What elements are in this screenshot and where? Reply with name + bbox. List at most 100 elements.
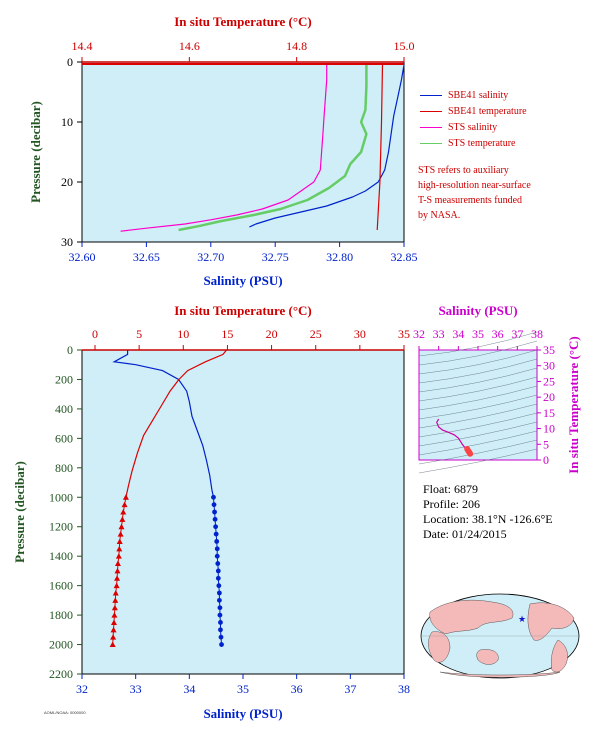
main-sal-tick-label: 35 (237, 682, 249, 696)
salinity-marker (212, 509, 217, 515)
ts-sal-tick-label: 37 (511, 327, 523, 341)
legend-sbe41-temperature: SBE41 temperature (420, 106, 527, 117)
ts-sal-tick-label: 35 (472, 327, 484, 341)
top-panel: 14.4 14.6 14.8 15.0 32.60 32.65 32.70 32.75 32.8… (28, 14, 418, 288)
density-contour (418, 421, 538, 447)
temperature-marker (111, 612, 118, 618)
map-land-africa (428, 631, 451, 663)
profile-number: Profile: 206 (423, 497, 480, 511)
map-land-antarctica (439, 671, 561, 678)
salinity-marker (218, 634, 224, 640)
main-pressure-tick-label: 400 (55, 402, 73, 416)
main-axes-group: 0 5 10 15 20 25 30 35 32 33 34 35 36 37 38 0 200 400 600 80… (49, 327, 410, 696)
salinity-marker (214, 539, 220, 544)
salinity-marker (217, 612, 223, 618)
density-contour (418, 448, 538, 474)
top-sal-tick-label: 32.80 (326, 250, 353, 264)
salinity-marker (215, 561, 221, 566)
top-sal-axis-title: Salinity (PSU) (203, 273, 282, 288)
temperature-marker (109, 641, 116, 648)
temperature-marker (114, 567, 121, 574)
temperature-marker (122, 494, 129, 500)
ts-profile-line (436, 418, 467, 450)
density-contour (418, 430, 538, 456)
top-sal-tick-label: 32.75 (262, 250, 289, 264)
ts-temp-axis-title: In situ Temperature (°C) (566, 336, 581, 474)
main-sal-tick-label: 33 (130, 682, 142, 696)
top-sal-tick-label: 32.85 (391, 250, 418, 264)
legend-swatch (420, 127, 442, 129)
temperature-marker (118, 523, 125, 530)
top-sal-tick-label: 32.70 (197, 250, 224, 264)
ts-sal-tick-label: 36 (492, 327, 504, 341)
ts-temp-tick-label: 5 (543, 437, 549, 451)
temperature-marker (113, 582, 120, 589)
salinity-marker (213, 524, 219, 530)
salinity-marker (216, 583, 222, 589)
main-temp-tick-label: 35 (398, 327, 410, 341)
salinity-marker (218, 627, 223, 633)
map-land-north-america (527, 602, 575, 641)
legend-swatch (420, 95, 442, 97)
density-contour (418, 439, 538, 465)
main-pressure-tick-label: 200 (55, 372, 73, 386)
ts-sal-tick-label: 38 (531, 327, 543, 341)
map-land-australia (476, 649, 499, 665)
main-pressure-tick-label: 0 (67, 343, 73, 357)
density-contour (418, 367, 538, 393)
main-pressure-tick-label: 600 (55, 431, 73, 445)
ts-temp-tick-label: 0 (543, 453, 549, 467)
density-contour (418, 349, 538, 375)
main-sal-tick-label: 36 (291, 682, 303, 696)
top-pressure-tick-label: 10 (61, 115, 73, 129)
top-series-line-3 (178, 63, 368, 232)
ts-temp-tick-label: 15 (543, 406, 555, 420)
temperature-marker (111, 604, 118, 611)
main-pressure-axis-title: Pressure (decibar) (12, 461, 27, 563)
top-pressure-tick-label: 30 (61, 235, 73, 249)
temperature-marker (116, 545, 123, 552)
date: Date: 01/24/2015 (423, 527, 507, 541)
ts-sal-tick-label: 33 (433, 327, 445, 341)
location: Location: 38.1°N -126.6°E (423, 512, 553, 526)
top-temp-tick-label: 15.0 (394, 39, 415, 53)
salinity-marker (211, 494, 216, 500)
top-temp-tick-label: 14.6 (179, 39, 200, 53)
temperature-marker (114, 575, 121, 581)
ts-temp-tick-label: 20 (543, 390, 555, 404)
ts-sal-tick-label: 34 (452, 327, 464, 341)
legend-label: SBE41 temperature (448, 106, 527, 117)
ts-deep-marker (467, 450, 474, 457)
density-contour (418, 358, 538, 384)
note-line: by NASA. (418, 210, 461, 221)
top-pressure-tick-label: 0 (67, 55, 73, 69)
legend-swatch (420, 111, 442, 113)
map-land-south-america (551, 639, 568, 673)
main-sal-axis-title: Salinity (PSU) (203, 706, 282, 721)
legend-sts-temperature: STS temperature (420, 138, 515, 149)
temperature-marker (112, 597, 119, 603)
main-sal-tick-label: 32 (76, 682, 88, 696)
salinity-marker (217, 605, 223, 611)
main-series-line-0 (112, 350, 215, 498)
top-sal-tick-label: 32.60 (69, 250, 96, 264)
ts-temp-tick-label: 25 (543, 374, 555, 388)
main-plot-area (81, 349, 405, 675)
main-temp-tick-label: 5 (136, 327, 142, 341)
main-pressure-tick-label: 1000 (49, 490, 73, 504)
top-pressure-axis-title: Pressure (decibar) (28, 101, 43, 203)
main-pressure-tick-label: 1400 (49, 549, 73, 563)
temperature-marker (112, 590, 119, 596)
density-contour (418, 403, 538, 429)
temperature-marker (121, 501, 128, 508)
main-temp-tick-label: 25 (310, 327, 322, 341)
legend-label: STS salinity (448, 122, 498, 133)
density-contour (418, 385, 538, 411)
main-temp-axis-title: In situ Temperature (°C) (174, 303, 312, 318)
temperature-marker (110, 634, 117, 640)
top-sal-tick-label: 32.65 (133, 250, 160, 264)
top-temp-axis-title: In situ Temperature (°C) (174, 14, 312, 29)
temperature-marker (114, 560, 121, 567)
salinity-marker (219, 642, 224, 647)
